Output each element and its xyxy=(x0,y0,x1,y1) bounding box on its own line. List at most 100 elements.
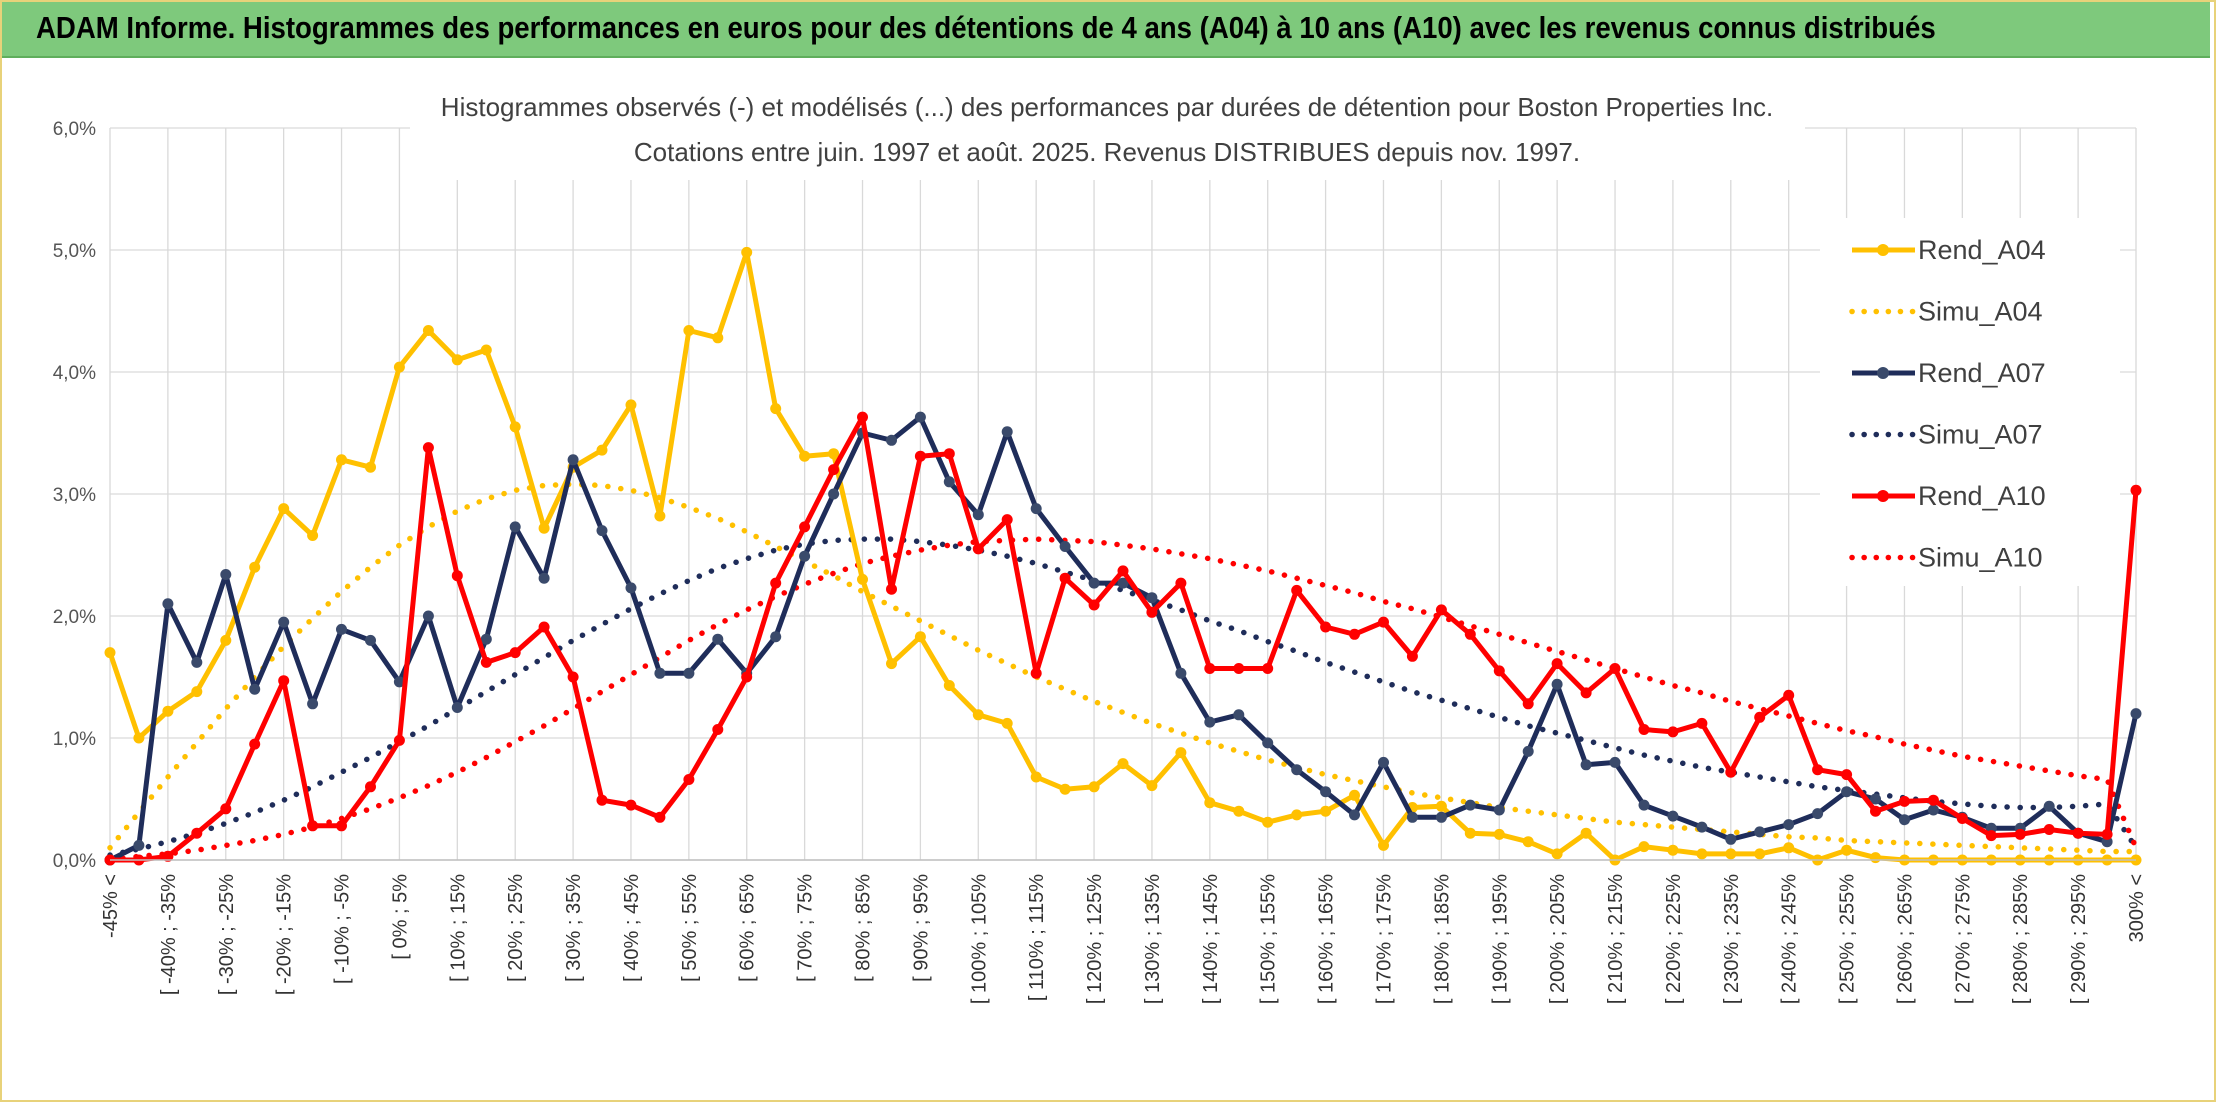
data-point xyxy=(1464,799,1476,811)
y-tick-label: 5,0% xyxy=(53,241,96,262)
data-point xyxy=(799,550,811,562)
data-point xyxy=(1378,756,1389,768)
data-point xyxy=(1812,808,1824,820)
series-Rend_A10 xyxy=(104,411,2142,866)
chart-title: Histogrammes observés (-) et modélisés (… xyxy=(441,92,1773,122)
data-point xyxy=(943,476,955,488)
data-point xyxy=(1204,663,1216,674)
legend-marker xyxy=(1877,367,1889,379)
x-tick-label: [ -20% ; -15% xyxy=(274,874,296,995)
data-point xyxy=(1349,628,1360,640)
x-tick-label: [ 240% ; 245% xyxy=(1779,874,1801,1004)
data-point xyxy=(133,732,145,744)
series-Rend_A07 xyxy=(104,411,2142,866)
data-point xyxy=(770,631,782,643)
x-tick-label: [ 80% ; 85% xyxy=(853,874,875,982)
legend-label: Rend_A04 xyxy=(1918,235,2046,265)
data-point xyxy=(914,411,926,423)
data-point xyxy=(1667,810,1679,822)
data-point xyxy=(2130,484,2142,496)
chart-subtitle: Cotations entre juin. 1997 et août. 2025… xyxy=(634,137,1580,167)
data-point xyxy=(828,464,840,476)
data-point xyxy=(133,839,145,851)
legend-background xyxy=(1820,218,2120,586)
data-point xyxy=(1493,804,1505,816)
data-point xyxy=(1320,805,1332,817)
data-point xyxy=(1580,827,1592,839)
data-point xyxy=(1349,809,1360,821)
data-point xyxy=(1841,786,1853,798)
data-point xyxy=(1841,844,1853,856)
x-tick-label: [ 250% ; 255% xyxy=(1837,874,1859,1004)
chart-title-area: Histogrammes observés (-) et modélisés (… xyxy=(410,82,1805,180)
x-tick-label: [ 40% ; 45% xyxy=(621,874,643,982)
data-point xyxy=(2101,828,2113,840)
data-point xyxy=(1899,795,1910,807)
data-point xyxy=(1754,848,1766,860)
data-point xyxy=(336,623,347,635)
data-point xyxy=(683,325,695,336)
data-point xyxy=(1725,848,1737,860)
data-point xyxy=(422,442,434,454)
data-point xyxy=(857,573,868,585)
data-point xyxy=(104,647,116,659)
data-point xyxy=(451,354,463,366)
data-point xyxy=(365,461,376,473)
x-tick-label: [ 290% ; 295% xyxy=(2068,874,2090,1004)
data-point xyxy=(1291,809,1303,821)
data-point xyxy=(1435,811,1447,823)
data-point xyxy=(191,656,203,668)
x-tick-label: [ 270% ; 275% xyxy=(1952,874,1974,1004)
data-point xyxy=(828,448,840,460)
data-point xyxy=(886,583,897,595)
data-point xyxy=(1117,577,1129,589)
data-point xyxy=(1291,764,1303,776)
data-point xyxy=(1233,709,1245,721)
data-point xyxy=(1580,759,1592,771)
legend-item-Rend_A10: Rend_A10 xyxy=(1852,481,2046,511)
data-point xyxy=(1117,565,1129,577)
series-line-Simu_A07 xyxy=(107,536,2139,858)
data-point xyxy=(1667,726,1679,738)
x-tick-label: [ 130% ; 135% xyxy=(1142,874,1164,1004)
data-point xyxy=(1001,514,1013,526)
data-point xyxy=(1551,848,1563,860)
data-point xyxy=(1870,852,1881,864)
series-Simu_A04 xyxy=(107,481,2139,855)
data-point xyxy=(1320,786,1332,798)
data-point xyxy=(1899,814,1910,826)
legend-item-Simu_A10: Simu_A10 xyxy=(1849,543,2043,573)
data-point xyxy=(162,850,174,862)
x-tick-label: [ 220% ; 225% xyxy=(1663,874,1685,1004)
data-point xyxy=(249,738,261,750)
data-point xyxy=(1378,839,1389,851)
data-point xyxy=(1291,584,1303,596)
x-tick-label: [ 110% ; 115% xyxy=(1026,874,1048,1001)
series-line-Simu_A04 xyxy=(107,481,2139,855)
data-point xyxy=(509,521,521,533)
x-tick-label: [ 70% ; 75% xyxy=(795,874,817,982)
data-point xyxy=(972,709,984,721)
x-tick-label: [ 90% ; 95% xyxy=(910,874,932,982)
data-point xyxy=(1406,811,1418,823)
data-point xyxy=(365,634,376,646)
legend-label: Simu_A04 xyxy=(1918,297,2043,327)
data-point xyxy=(596,525,608,537)
data-point xyxy=(1522,698,1534,710)
data-point xyxy=(1812,764,1824,776)
x-tick-label: [ 150% ; 155% xyxy=(1258,874,1280,1004)
data-point xyxy=(393,734,405,746)
data-point xyxy=(162,598,174,610)
data-point xyxy=(1001,717,1013,729)
data-point xyxy=(943,680,955,691)
data-point xyxy=(1464,628,1476,640)
data-point xyxy=(1956,813,1968,824)
data-point xyxy=(1725,833,1737,845)
data-point xyxy=(509,647,521,659)
x-tick-label: [ 0% ; 5% xyxy=(389,874,411,960)
data-point xyxy=(1551,678,1563,690)
axes: 0,0% 1,0% 2,0% 3,0% 4,0% 5,0% 6,0% -45% < [ -40%… xyxy=(53,119,2148,1004)
data-point xyxy=(1522,745,1534,757)
data-point xyxy=(1638,724,1650,735)
